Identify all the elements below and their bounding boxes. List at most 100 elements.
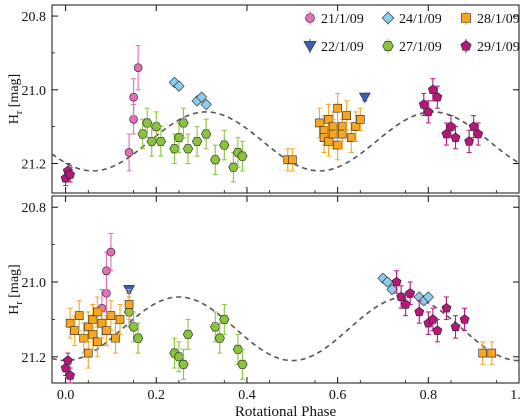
panel-top: 20.8 21.0 21.2 Hr [mag] [7, 4, 520, 194]
data-point [133, 333, 144, 343]
data-point [102, 288, 111, 298]
data-point [88, 330, 98, 339]
data-point [228, 162, 239, 172]
data-point [450, 321, 461, 332]
y-tick-label: 21.0 [22, 84, 47, 99]
series-22/1/09 [358, 92, 371, 104]
data-point [62, 355, 73, 365]
data-point [441, 303, 452, 313]
data-point [93, 337, 102, 347]
series-28/1/09 [283, 92, 365, 172]
data-point [432, 91, 443, 102]
data-point [129, 92, 138, 102]
data-point [328, 129, 338, 139]
data-point [358, 92, 371, 104]
legend-entry: 24/1/09 [381, 11, 442, 27]
data-point [214, 333, 225, 343]
data-point [473, 128, 484, 139]
legend-label: 21/1/09 [321, 12, 364, 27]
data-point [337, 129, 347, 139]
legend-marker [382, 41, 394, 51]
legend-marker [381, 11, 395, 25]
x-tick-label: 0.4 [238, 388, 256, 403]
data-point [65, 318, 75, 328]
data-point [478, 348, 488, 358]
data-point [169, 144, 180, 154]
data-point [333, 140, 342, 150]
data-point [400, 299, 411, 309]
legend-label: 29/1/09 [477, 40, 520, 55]
series-24/1/09 [168, 76, 212, 111]
series-21/1/09 [124, 45, 143, 172]
data-point [106, 247, 116, 257]
data-point [65, 169, 76, 179]
legend-entry: 28/1/09 [461, 11, 520, 27]
data-point [441, 128, 452, 139]
data-point [102, 326, 111, 335]
axes-frame [51, 4, 520, 194]
x-axis-label: Rotational Phase [235, 404, 337, 419]
x-tick-label: 0.8 [420, 388, 438, 403]
data-point [195, 91, 208, 103]
panel-bottom: 0.0 0.2 0.4 0.6 0.8 1.0 20.8 21.0 21.2 Hr [mag] Ro… [7, 195, 520, 419]
data-point [129, 114, 138, 124]
data-point [83, 322, 93, 332]
series-28/1/09 [65, 289, 497, 369]
data-point [201, 129, 212, 139]
x-tick-label: 0.0 [57, 388, 75, 403]
series-27/1/09 [137, 107, 248, 183]
data-point [210, 155, 221, 165]
legend-label: 24/1/09 [399, 12, 442, 27]
data-point [377, 272, 389, 284]
legend-entry: 29/1/09 [460, 39, 520, 55]
data-point [74, 311, 84, 320]
legend-marker [461, 13, 471, 23]
data-point [391, 276, 402, 287]
data-point [124, 148, 134, 157]
series-29/1/09 [60, 78, 484, 187]
data-point [450, 132, 461, 142]
y-tick-label: 21.2 [22, 351, 47, 366]
x-tick-label: 0.6 [329, 388, 347, 403]
data-point [65, 370, 76, 380]
data-point [468, 121, 479, 131]
legend-label: 27/1/09 [399, 40, 442, 55]
series-24/1/09 [377, 272, 434, 307]
data-point [237, 359, 248, 369]
data-point [200, 98, 212, 111]
data-point [418, 99, 429, 109]
data-point [155, 136, 166, 146]
y-axis-label: Hr [mag] [7, 264, 25, 314]
x-tick-label: 1.0 [510, 388, 520, 403]
data-point [219, 140, 230, 150]
data-point [427, 314, 438, 324]
legend: 21/1/09 24/1/09 28/1/09 22/1/09 27/1/09 29/1/… [303, 11, 520, 55]
data-point [106, 311, 116, 320]
data-point [137, 129, 148, 139]
data-point [432, 325, 443, 335]
data-point [173, 133, 185, 143]
data-point [459, 314, 470, 324]
data-point [70, 326, 79, 335]
legend-marker [303, 41, 317, 53]
data-point [427, 84, 438, 94]
data-point [422, 291, 434, 303]
data-point [115, 315, 125, 324]
x-tick-label: 0.2 [148, 388, 166, 403]
data-point [124, 300, 134, 309]
y-axis-label: Hr [mag] [7, 74, 25, 124]
legend-marker [305, 13, 315, 23]
axes-frame [51, 195, 520, 384]
legend-label: 22/1/09 [321, 40, 364, 55]
data-point [333, 103, 342, 113]
data-point [133, 63, 143, 72]
data-point [191, 136, 203, 146]
data-point [173, 352, 185, 362]
legend-label: 28/1/09 [477, 12, 520, 27]
data-point [182, 329, 194, 339]
data-point [346, 133, 356, 143]
y-tick-label: 20.8 [22, 10, 47, 25]
y-tick-label: 20.8 [22, 201, 47, 216]
data-point [232, 344, 244, 354]
